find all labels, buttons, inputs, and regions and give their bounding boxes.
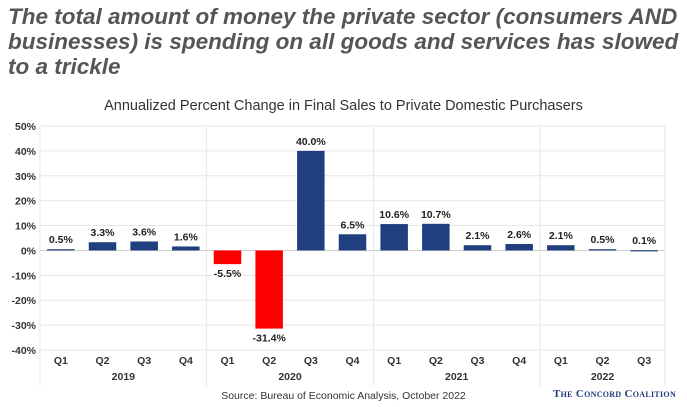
x-tick-label: Q2 <box>429 355 443 367</box>
data-label: 2.1% <box>466 230 491 242</box>
bar <box>47 249 75 251</box>
data-label: 2.6% <box>507 229 532 241</box>
x-tick-label: Q3 <box>137 355 151 367</box>
data-label: -5.5% <box>214 268 242 280</box>
bar <box>505 243 533 251</box>
data-label: 3.3% <box>91 227 116 239</box>
y-tick-label: -30% <box>11 320 36 332</box>
data-label: 1.6% <box>174 231 199 243</box>
bar <box>255 250 283 329</box>
year-label: 2019 <box>112 371 136 383</box>
x-tick-label: Q3 <box>637 355 651 367</box>
x-tick-label: Q2 <box>595 355 609 367</box>
x-tick-label: Q4 <box>512 355 526 367</box>
data-label: 10.6% <box>379 209 409 221</box>
data-label: 2.1% <box>549 230 574 242</box>
data-label: 6.5% <box>341 219 366 231</box>
bar <box>297 150 325 251</box>
source-note: Source: Bureau of Economic Analysis, Oct… <box>221 390 466 402</box>
x-tick-label: Q1 <box>554 355 568 367</box>
x-tick-label: Q1 <box>220 355 234 367</box>
bar <box>213 250 242 265</box>
x-tick-label: Q4 <box>345 355 359 367</box>
bar <box>130 241 158 251</box>
y-tick-label: -20% <box>11 295 36 307</box>
year-label: 2022 <box>591 371 615 383</box>
x-tick-label: Q1 <box>387 355 401 367</box>
x-tick-label: Q2 <box>262 355 276 367</box>
x-tick-label: Q1 <box>54 355 68 367</box>
y-tick-label: 50% <box>15 121 37 133</box>
y-tick-label: 10% <box>15 221 37 233</box>
x-tick-label: Q2 <box>95 355 109 367</box>
data-label: 0.1% <box>632 235 657 247</box>
x-tick-label: Q4 <box>179 355 193 367</box>
x-tick-label: Q3 <box>304 355 318 367</box>
bar <box>588 249 617 251</box>
bar <box>547 245 575 251</box>
data-label: 0.5% <box>591 234 616 246</box>
y-tick-label: 0% <box>21 245 37 257</box>
y-tick-label: 40% <box>15 146 37 158</box>
bar <box>380 224 408 251</box>
year-label: 2020 <box>278 371 302 383</box>
y-tick-label: 20% <box>15 196 37 208</box>
y-tick-label: 30% <box>15 171 37 183</box>
bar <box>463 245 492 251</box>
data-label: -31.4% <box>253 333 287 345</box>
bar <box>630 250 658 252</box>
bar <box>88 242 117 251</box>
data-label: 40.0% <box>296 136 326 148</box>
x-tick-label: Q3 <box>470 355 484 367</box>
data-label: 3.6% <box>132 226 157 238</box>
year-label: 2021 <box>445 371 469 383</box>
data-label: 0.5% <box>49 234 74 246</box>
bar <box>422 223 450 251</box>
data-label: 10.7% <box>421 209 451 221</box>
headline: The total amount of money the private se… <box>8 4 679 79</box>
bar <box>338 234 367 251</box>
concord-coalition-logo: The Concord Coalition <box>553 388 677 400</box>
y-tick-label: -40% <box>11 345 36 357</box>
y-tick-label: -10% <box>11 270 36 282</box>
chart-title: Annualized Percent Change in Final Sales… <box>104 98 583 114</box>
bar <box>172 246 200 251</box>
